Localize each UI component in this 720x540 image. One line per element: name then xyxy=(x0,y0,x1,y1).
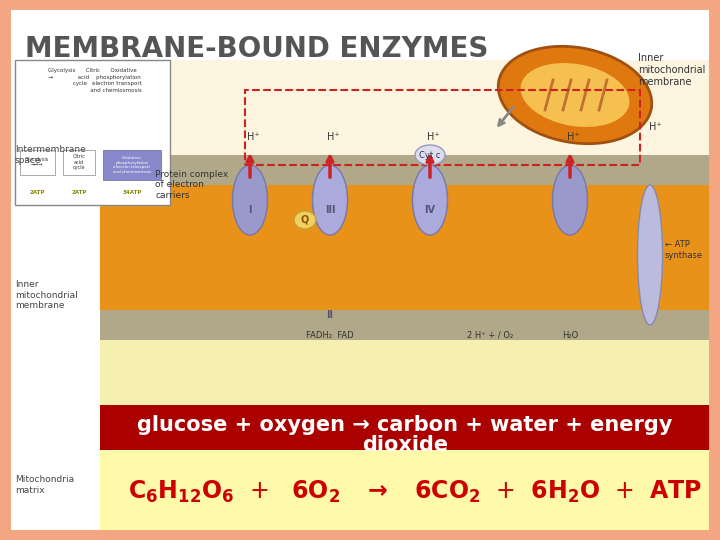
Text: ← ATP
synthase: ← ATP synthase xyxy=(665,240,703,260)
Ellipse shape xyxy=(413,165,448,235)
Text: Inner
mitochondrial
membrane: Inner mitochondrial membrane xyxy=(15,280,78,310)
Text: Intermembrane
space: Intermembrane space xyxy=(15,145,86,165)
Text: 34ATP: 34ATP xyxy=(122,191,142,195)
Bar xyxy=(100,170,710,185)
Text: Citric
acid
cycle: Citric acid cycle xyxy=(73,154,86,170)
Text: H⁺: H⁺ xyxy=(567,132,580,142)
Bar xyxy=(15,60,170,205)
Text: Glycolysis      Citric      Oxidative
  →              acid    phosphorylation
 : Glycolysis Citric Oxidative → acid phosp… xyxy=(43,68,142,93)
Ellipse shape xyxy=(552,165,588,235)
Bar xyxy=(245,90,640,165)
Ellipse shape xyxy=(498,46,652,144)
Bar xyxy=(100,405,710,450)
Text: 2ATP: 2ATP xyxy=(30,191,45,195)
Text: Protein complex
of electron
carriers: Protein complex of electron carriers xyxy=(155,170,228,200)
Text: II: II xyxy=(326,310,333,320)
Text: Cyt c: Cyt c xyxy=(419,151,441,159)
Text: H₂O: H₂O xyxy=(562,330,578,340)
Text: H⁺: H⁺ xyxy=(427,132,439,142)
Bar xyxy=(100,310,710,325)
Text: MEMBRANE-BOUND ENZYMES: MEMBRANE-BOUND ENZYMES xyxy=(25,35,488,63)
Text: glucose + oxygen → carbon + water + energy: glucose + oxygen → carbon + water + ener… xyxy=(138,415,672,435)
Text: Q: Q xyxy=(301,215,309,225)
Text: I: I xyxy=(248,205,252,215)
Bar xyxy=(100,450,710,535)
Ellipse shape xyxy=(415,145,445,165)
Bar xyxy=(100,110,710,410)
Text: 2 H⁺ + / O₂: 2 H⁺ + / O₂ xyxy=(467,330,513,340)
Bar xyxy=(100,60,710,410)
Ellipse shape xyxy=(521,63,629,127)
Text: FADH₂  FAD: FADH₂ FAD xyxy=(306,330,354,340)
Bar xyxy=(63,150,95,175)
Bar xyxy=(103,150,161,180)
Ellipse shape xyxy=(637,185,662,325)
Text: H⁺: H⁺ xyxy=(247,132,259,142)
Ellipse shape xyxy=(233,165,268,235)
Bar xyxy=(100,325,710,340)
Ellipse shape xyxy=(294,211,316,229)
Text: III: III xyxy=(325,205,336,215)
Text: IV: IV xyxy=(425,205,436,215)
Ellipse shape xyxy=(312,165,348,235)
Bar xyxy=(100,330,710,410)
Text: Oxidative
phosphorylation
electron transport
and chemiosmosis: Oxidative phosphorylation electron trans… xyxy=(113,156,151,174)
Text: $\mathbf{C_6H_{12}O_6}$  +   $\mathbf{6O_2}$   $\mathbf{\rightarrow}$   $\mathbf: $\mathbf{C_6H_{12}O_6}$ + $\mathbf{6O_2}… xyxy=(128,479,702,505)
Text: H⁺: H⁺ xyxy=(649,122,661,132)
Text: dioxide: dioxide xyxy=(362,435,448,455)
Text: Inner
mitochondrial
membrane: Inner mitochondrial membrane xyxy=(638,53,706,86)
Text: H⁺: H⁺ xyxy=(327,132,339,142)
Bar xyxy=(100,155,710,170)
Text: Mitochondria
matrix: Mitochondria matrix xyxy=(15,475,74,495)
Bar xyxy=(100,60,710,170)
Text: Glycolysis
→→→: Glycolysis →→→ xyxy=(25,157,49,167)
Text: 2ATP: 2ATP xyxy=(71,191,86,195)
Bar xyxy=(20,150,55,175)
